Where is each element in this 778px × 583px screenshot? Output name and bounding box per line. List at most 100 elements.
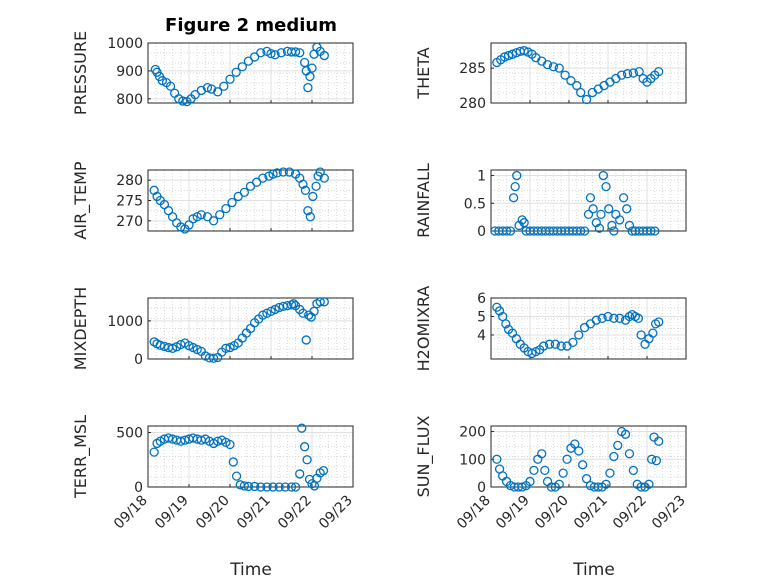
y-tick-label: 0	[134, 352, 143, 368]
data-point	[654, 317, 664, 327]
data-point	[290, 47, 301, 57]
data-point	[648, 328, 658, 338]
data-point	[288, 299, 299, 309]
markers	[492, 46, 664, 105]
y-tick-label: 0	[477, 224, 486, 240]
markers	[150, 42, 329, 107]
markers	[149, 167, 329, 234]
y-tick-label: 1	[477, 169, 486, 185]
data-point	[219, 81, 229, 91]
data-point	[622, 204, 632, 214]
y-axis-label: SUN_FLUX	[414, 416, 434, 498]
data-point	[588, 204, 598, 214]
data-point	[272, 168, 282, 178]
data-point	[239, 187, 250, 198]
data-point	[578, 460, 588, 470]
data-point	[624, 449, 635, 459]
data-point	[574, 330, 584, 340]
data-point	[256, 482, 266, 492]
data-point	[196, 210, 206, 220]
data-point	[501, 319, 511, 329]
data-point	[258, 173, 268, 183]
data-point	[295, 469, 305, 479]
data-point	[607, 220, 617, 231]
data-point	[594, 223, 605, 233]
data-point	[601, 181, 611, 192]
data-point	[213, 87, 223, 97]
data-point	[228, 457, 238, 467]
data-point	[597, 313, 607, 323]
data-point	[167, 343, 178, 353]
data-point	[579, 226, 590, 236]
data-point	[298, 179, 308, 189]
data-point	[178, 96, 188, 106]
data-point	[274, 482, 284, 492]
data-point	[574, 446, 584, 456]
data-point	[654, 66, 664, 77]
data-point	[305, 71, 315, 82]
data-point	[537, 449, 547, 459]
data-point	[215, 210, 225, 220]
y-tick-label: 0.5	[464, 196, 486, 212]
y-tick-label: 285	[459, 61, 486, 77]
data-point	[548, 62, 559, 72]
y-tick-label: 275	[116, 194, 143, 210]
data-point	[646, 226, 656, 236]
data-point	[501, 226, 512, 236]
subplot-theta: 280 285 THETA	[414, 42, 687, 112]
minor-grid	[491, 426, 686, 487]
data-point	[591, 315, 601, 325]
y-tick-label: 270	[116, 214, 143, 230]
y-tick-label: 5	[477, 309, 486, 325]
y-tick-label: 1000	[107, 36, 143, 52]
data-point	[654, 436, 664, 446]
data-point	[581, 94, 592, 105]
data-point	[276, 48, 286, 58]
data-point	[636, 482, 646, 492]
data-point	[647, 454, 657, 464]
data-point	[221, 203, 231, 214]
data-point	[508, 193, 519, 203]
data-point	[299, 57, 310, 68]
y-axis-label: AIR_TEMP	[71, 161, 91, 239]
data-point	[278, 167, 288, 177]
data-point	[554, 479, 564, 489]
data-point	[249, 52, 260, 62]
data-point	[284, 167, 295, 177]
data-point	[517, 215, 527, 225]
data-point	[262, 482, 272, 492]
data-point	[266, 48, 276, 59]
data-point	[308, 191, 318, 202]
data-point	[196, 85, 206, 96]
data-point	[568, 337, 578, 348]
data-point	[301, 335, 311, 345]
y-tick-label: 280	[116, 173, 143, 189]
data-point	[525, 476, 535, 487]
data-point	[268, 169, 278, 179]
subplot-pressure: 800 900 1000 PRESSURE	[71, 31, 354, 115]
data-point	[583, 209, 594, 220]
data-point	[507, 49, 518, 59]
data-point	[542, 59, 553, 70]
y-tick-label: 1000	[107, 314, 143, 330]
data-point	[570, 439, 580, 449]
data-point	[221, 343, 231, 353]
data-point	[585, 193, 596, 203]
data-point	[231, 67, 241, 77]
data-point	[315, 297, 325, 307]
data-point	[243, 481, 254, 492]
data-point	[634, 66, 644, 77]
data-point	[624, 220, 635, 231]
data-point	[601, 479, 611, 489]
y-axis-label: MIXDEPTH	[71, 287, 90, 370]
data-point	[554, 63, 564, 73]
data-point	[566, 76, 576, 86]
axes-box	[147, 42, 354, 104]
subplot-mixdepth: 0 1000 MIXDEPTH	[71, 287, 354, 370]
figure-title: Figure 2 medium	[165, 15, 337, 36]
data-point	[231, 471, 242, 481]
data-point	[286, 482, 297, 492]
data-point	[297, 423, 307, 433]
y-tick-label: 500	[116, 426, 143, 442]
